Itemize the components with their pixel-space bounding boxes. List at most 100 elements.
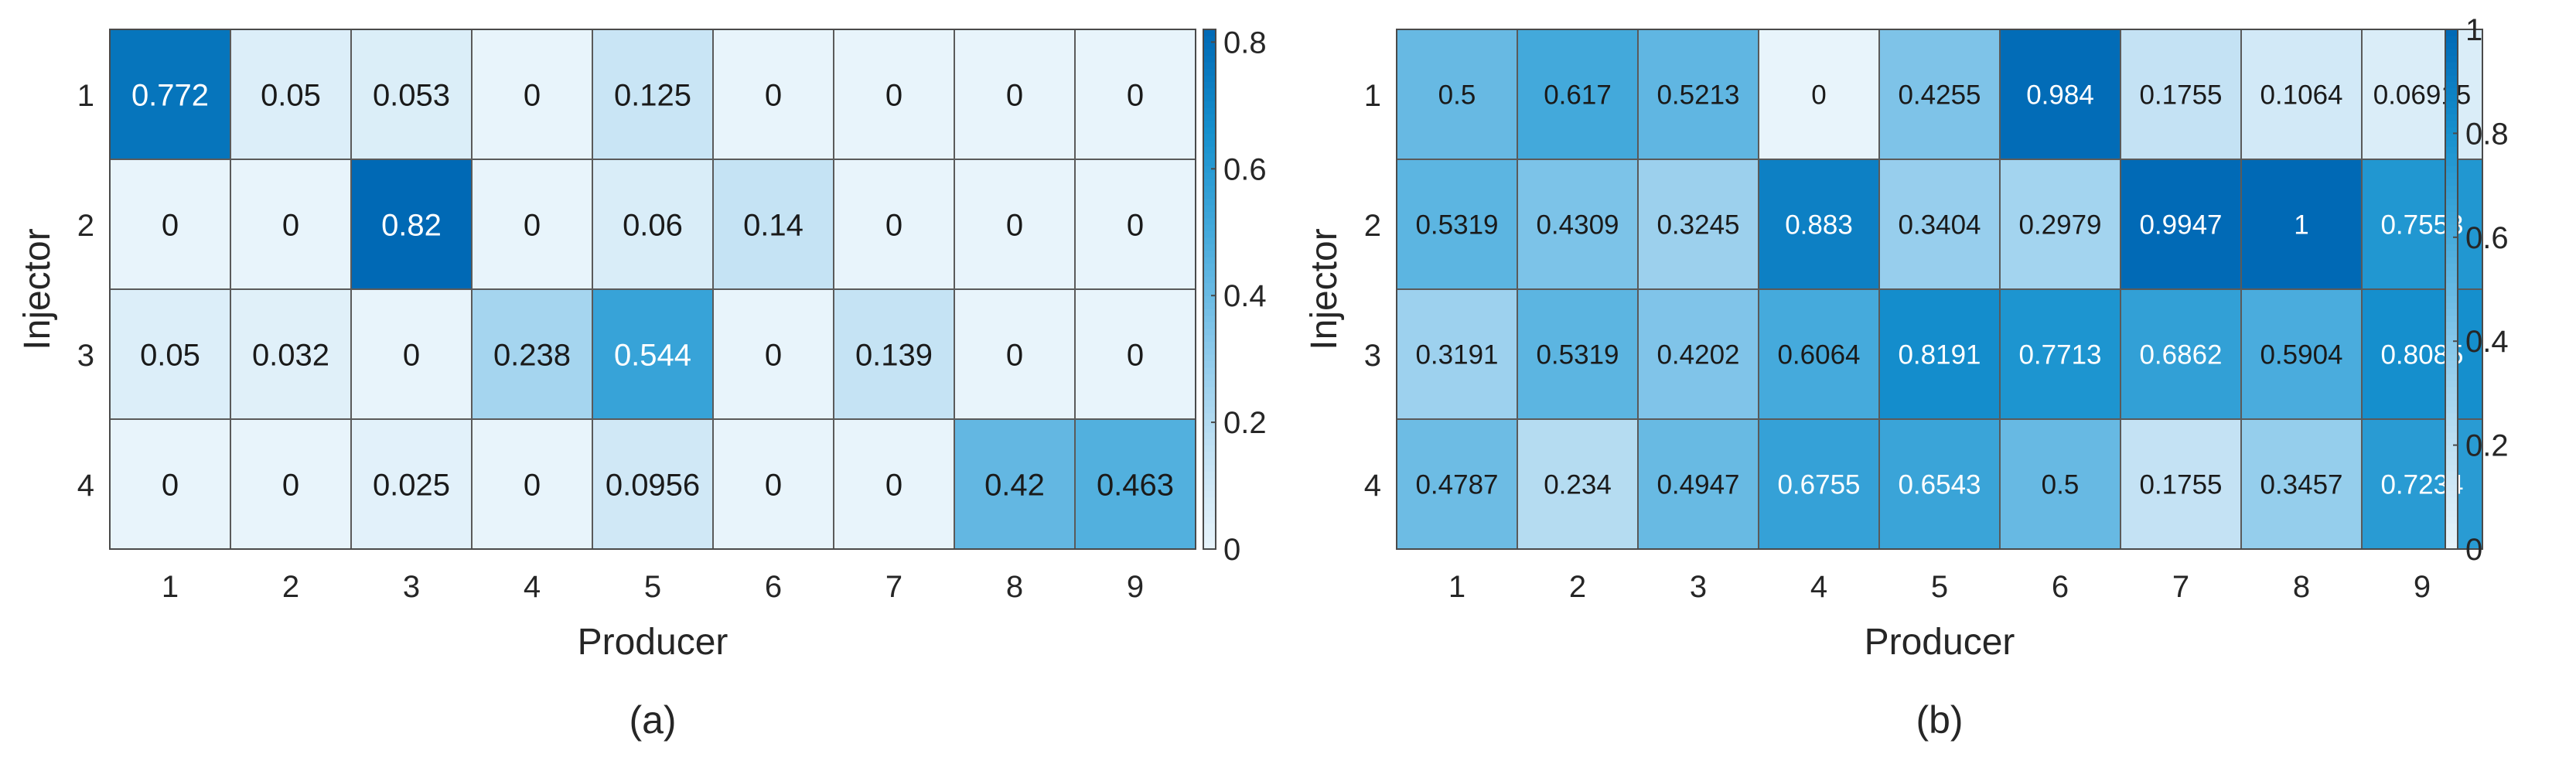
- cell-value-label: 0.6755: [1777, 470, 1860, 500]
- colorbar-segment: [1203, 289, 1216, 296]
- cell-value-label: 0: [282, 468, 299, 502]
- y-axis-label: Injector: [17, 228, 58, 350]
- colorbar-tick-label: 0.2: [1223, 406, 1267, 440]
- heatmap-cell: [592, 159, 714, 290]
- heatmap-cell: [1878, 159, 2001, 290]
- colorbar-segment: [2445, 237, 2458, 244]
- heatmap-cell: [109, 159, 231, 290]
- colorbar-segment: [1203, 471, 1216, 479]
- x-tick-label: 2: [282, 570, 299, 604]
- heatmap-panel-a: 0.772 0.05 0.053 0 0.125 0 0 0 00 0 0.82 0 0.06 0.14 0…: [17, 26, 1267, 742]
- y-tick-label: 3: [1364, 339, 1381, 373]
- panel-label: (b): [1916, 698, 1963, 742]
- colorbar-tick-label: 0.6: [2465, 221, 2509, 255]
- colorbar-segment: [2445, 204, 2458, 212]
- cell-value-label: 0.4947: [1656, 470, 1739, 500]
- cell-value-label: 0.42: [984, 468, 1045, 502]
- heatmap-cell: [1878, 288, 2001, 420]
- heatmap-cell: [471, 29, 593, 160]
- colorbar-segment: [1203, 477, 1216, 485]
- colorbar-segment: [2445, 36, 2458, 43]
- cell-value-label: 0: [524, 208, 541, 242]
- colorbar-segment: [1203, 211, 1216, 219]
- colorbar-segment: [2445, 62, 2458, 69]
- colorbar-segment: [2445, 159, 2458, 166]
- x-tick-label: 3: [1690, 570, 1707, 604]
- cell-value-label: 0: [765, 78, 782, 112]
- colorbar-segment: [1203, 393, 1216, 401]
- cell-value-label: 0.234: [1544, 470, 1612, 500]
- heatmap-cell: [2240, 288, 2363, 420]
- heatmap-cell: [1396, 418, 1518, 550]
- colorbar-segment: [2445, 198, 2458, 206]
- cell-value-label: 0.4309: [1536, 210, 1619, 241]
- colorbar-segment: [2445, 360, 2458, 368]
- y-tick-label: 2: [77, 209, 94, 243]
- colorbar-segment: [1203, 87, 1216, 95]
- colorbar-segment: [1203, 406, 1216, 414]
- x-tick-label: 6: [765, 570, 782, 604]
- cell-value-label: 0.5: [1438, 80, 1476, 111]
- heatmap-cell: [1517, 29, 1639, 160]
- colorbar-segment: [1203, 198, 1216, 206]
- colorbar-segment: [1203, 380, 1216, 387]
- colorbar-segment: [2445, 179, 2458, 186]
- colorbar-segment: [1203, 328, 1216, 336]
- cell-value-label: 0.5: [2042, 470, 2080, 500]
- cell-value-label: 0.3457: [2260, 470, 2342, 500]
- colorbar-segment: [2445, 295, 2458, 303]
- cell-value-label: 0.06: [623, 208, 683, 242]
- colorbar-segment: [2445, 452, 2458, 459]
- colorbar-segment: [2445, 399, 2458, 407]
- cell-value-label: 0.9947: [2139, 210, 2222, 241]
- heatmap-cell: [1074, 418, 1196, 550]
- colorbar-segment: [2445, 192, 2458, 199]
- colorbar-segment: [1203, 230, 1216, 238]
- colorbar-segment: [1203, 257, 1216, 264]
- colorbar-segment: [2445, 217, 2458, 225]
- x-tick-label: 6: [2052, 570, 2069, 604]
- colorbar-segment: [2445, 250, 2458, 258]
- colorbar-tick-label: 0.4: [2465, 325, 2509, 359]
- colorbar-segment: [1203, 204, 1216, 212]
- cell-value-label: 0.6064: [1777, 340, 1860, 370]
- colorbar-segment: [2445, 165, 2458, 173]
- colorbar-frame: [1203, 29, 1216, 550]
- cell-value-label: 0.772: [131, 78, 209, 112]
- y-tick-label: 4: [77, 469, 94, 503]
- colorbar-segment: [1203, 263, 1216, 271]
- colorbar-segment: [2445, 471, 2458, 479]
- colorbar-segment: [2445, 146, 2458, 154]
- colorbar-segment: [2445, 101, 2458, 108]
- colorbar-segment: [1203, 74, 1216, 82]
- colorbar-segment: [1203, 185, 1216, 193]
- colorbar-tick-label: 0.2: [2465, 429, 2509, 463]
- colorbar-segment: [2445, 282, 2458, 290]
- colorbar-tick-label: 1: [2465, 13, 2482, 47]
- x-tick-label: 4: [524, 570, 541, 604]
- heatmap-cell: [833, 159, 955, 290]
- heatmap-cell: [230, 29, 352, 160]
- colorbar-segment: [1203, 302, 1216, 309]
- colorbar-segment: [1203, 347, 1216, 355]
- heatmap-cell: [2120, 418, 2242, 550]
- colorbar-segment: [1203, 432, 1216, 439]
- colorbar-segment: [2445, 374, 2458, 381]
- colorbar-segment: [1203, 114, 1216, 121]
- y-tick-label: 1: [1364, 79, 1381, 113]
- cell-value-label: 0.032: [252, 338, 329, 372]
- cell-value-label: 0.05: [140, 338, 200, 372]
- heatmap-cell: [471, 418, 593, 550]
- colorbar-segment: [1203, 152, 1216, 160]
- colorbar-segment: [1203, 269, 1216, 277]
- heatmap-cell: [2120, 159, 2242, 290]
- colorbar-segment: [1203, 295, 1216, 303]
- heatmap-cell: [2240, 418, 2363, 550]
- colorbar-segment: [1203, 42, 1216, 49]
- colorbar-segment: [2445, 120, 2458, 128]
- cell-value-label: 0: [885, 78, 902, 112]
- colorbar-segment: [2445, 425, 2458, 433]
- heatmap-cell: [350, 159, 473, 290]
- colorbar-segment: [2445, 107, 2458, 114]
